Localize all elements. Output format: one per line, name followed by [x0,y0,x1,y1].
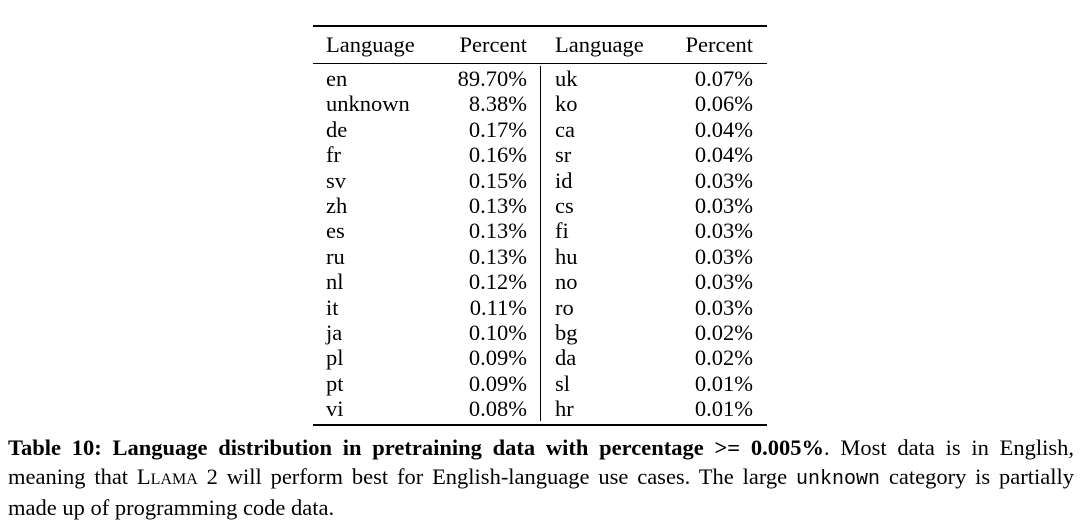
table-row: es 0.13% fi 0.03% [313,218,767,244]
language-cell: no [540,269,640,295]
language-cell: sv [326,167,347,193]
percent-cell: 0.04% [694,142,753,168]
percent-cell: 0.11% [469,294,527,320]
percent-cell: 0.02% [694,345,753,371]
percent-cell: 0.07% [694,66,753,91]
table-caption: Table 10: Language distribution in pretr… [8,434,1074,523]
column-header-percent-left: Percent [459,32,527,57]
language-cell: bg [540,319,640,346]
percent-cell: 0.03% [694,218,753,244]
table-row: ja 0.10% bg 0.02% [313,319,767,346]
percent-cell: 0.10% [468,319,527,345]
caption-unknown-code-word: unknown [796,467,881,491]
percent-cell: 89.70% [457,66,527,91]
column-header-language-right: Language [555,32,644,57]
percent-cell: 0.09% [468,345,527,371]
language-cell: hr [540,396,640,422]
table-header-row: Language Percent Language Percent [313,27,767,63]
table-row: en 89.70% uk 0.07% [313,66,767,92]
percent-cell: 0.03% [694,294,753,320]
table-rule-mid [313,63,767,64]
language-cell: it [326,294,339,320]
percent-cell: 0.12% [468,269,527,295]
language-cell: unknown [326,91,410,117]
column-header-language-left: Language [326,32,415,57]
language-cell: id [540,167,640,193]
percent-cell: 0.01% [694,396,753,422]
percent-cell: 8.38% [468,91,527,117]
language-cell: vi [326,396,344,422]
percent-cell: 0.03% [694,243,753,269]
table-row: ru 0.13% hu 0.03% [313,243,767,270]
table-rule-top [313,25,767,27]
caption-bold-label: Table 10: Language distribution in pretr… [8,435,824,460]
percent-cell: 0.15% [468,167,527,193]
table-row: pl 0.09% da 0.02% [313,345,767,371]
table-row: fr 0.16% sr 0.04% [313,142,767,168]
language-cell: fi [540,218,640,244]
column-header-percent-right: Percent [685,32,753,57]
table-row: nl 0.12% no 0.03% [313,269,767,295]
percent-cell: 0.13% [468,243,527,269]
percent-cell: 0.08% [468,396,527,422]
language-cell: sl [540,370,640,397]
table-row: de 0.17% ca 0.04% [313,116,767,143]
language-cell: en [326,66,348,91]
language-cell: ko [540,91,640,117]
language-cell: zh [326,192,348,218]
percent-cell: 0.06% [694,91,753,117]
percent-cell: 0.16% [468,142,527,168]
caption-text-segment: . Most data is in English, meaning that [8,435,1075,489]
language-cell: sr [540,142,640,168]
table-body: en 89.70% uk 0.07% unknown 8.38% ko 0.06… [313,64,767,427]
percent-cell: 0.03% [694,167,753,193]
percent-cell: 0.01% [694,370,753,396]
caption-text-segment: category is partially made up of program… [8,463,1074,521]
language-cell: ro [540,294,640,320]
table-row: sv 0.15% id 0.03% [313,167,767,193]
language-cell: pt [326,370,344,396]
caption-text-segment: will perform best for English-language u… [217,463,796,489]
percent-cell: 0.09% [468,370,527,396]
percent-cell: 0.13% [468,218,527,244]
language-cell: de [326,116,348,142]
language-cell: ca [540,116,640,143]
caption-llama-smallcaps: Llama 2 [136,463,218,489]
table-row: it 0.11% ro 0.03% [313,294,767,320]
language-cell: ru [326,243,345,269]
table-row: pt 0.09% sl 0.01% [313,370,767,397]
percent-cell: 0.03% [694,192,753,218]
language-distribution-table: Language Percent Language Percent en 89.… [313,25,767,427]
percent-cell: 0.02% [694,319,753,345]
percent-cell: 0.13% [468,192,527,218]
table-row: vi 0.08% hr 0.01% [313,396,767,422]
language-cell: nl [326,269,344,295]
language-cell: ja [326,319,343,345]
table-row: unknown 8.38% ko 0.06% [313,91,767,117]
language-cell: uk [540,66,640,92]
percent-cell: 0.03% [694,269,753,295]
percent-cell: 0.17% [468,116,527,142]
language-cell: da [540,345,640,371]
language-cell: pl [326,345,344,371]
language-cell: es [326,218,345,244]
table-row: zh 0.13% cs 0.03% [313,192,767,219]
percent-cell: 0.04% [694,116,753,142]
language-cell: hu [540,243,640,270]
language-cell: cs [540,192,640,219]
language-cell: fr [326,142,341,168]
